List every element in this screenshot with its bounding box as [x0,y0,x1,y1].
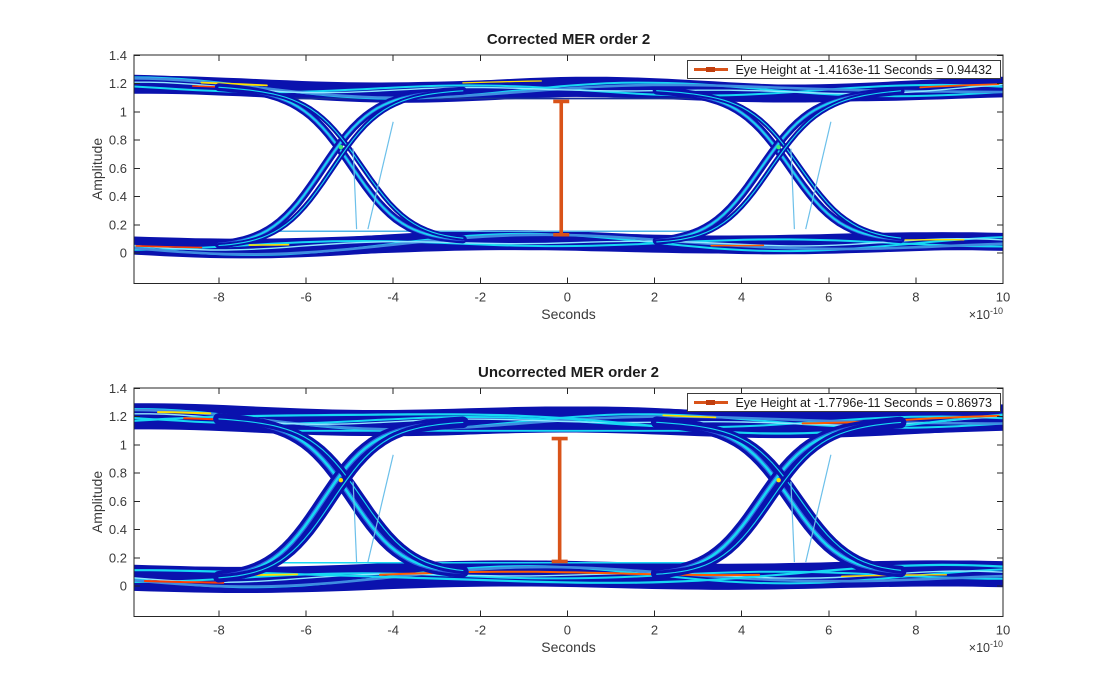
x-tick-label: -4 [387,623,399,638]
x-axis-exponent: ×10-10 [969,639,1003,655]
subplot-uncorrected: -8 -6 -4 -2 0 2 4 6 8 10 0 0.2 0.4 0.6 0.8 1 1.2 1.4 Unco… [0,333,1107,679]
x-tick-label: 8 [912,290,919,305]
x-tick-label: -8 [213,623,225,638]
eye-traces [134,403,1003,593]
y-tick-label: 0 [120,579,127,594]
x-tick-label: -8 [213,290,225,305]
y-axis-label: Amplitude [89,137,105,201]
tick-labels: -8 -6 -4 -2 0 2 4 6 8 10 0 0.2 0.4 0.6 0.8 1 1.2 1.4 [109,381,1010,638]
x-tick-label: -6 [300,290,312,305]
exponent-base: ×10 [968,308,990,323]
legend-label: Eye Height at -1.7796e-11 Seconds = 0.86… [735,395,992,410]
x-tick-label: -2 [475,623,487,638]
crossing-dot [338,478,344,483]
x-tick-label: -6 [300,623,312,638]
x-tick-label: 8 [912,623,919,638]
plot-title: Uncorrected MER order 2 [478,364,659,381]
x-axis-label: Seconds [541,639,596,655]
x-tick-label: -2 [475,290,487,305]
legend-label: Eye Height at -1.4163e-11 Seconds = 0.94… [735,62,992,77]
y-tick-label: 0.6 [109,494,127,509]
eye-height-marker [551,436,568,564]
y-tick-label: 0 [120,246,127,261]
x-axis-label: Seconds [541,306,596,322]
x-tick-label: 4 [738,623,745,638]
exponent-power: -10 [989,306,1003,316]
legend: Eye Height at -1.4163e-11 Seconds = 0.94… [687,60,1001,79]
corrected-eye-diagram-plot: -8 -6 -4 -2 0 2 4 6 8 10 0 0.2 0.4 0.6 0.8 1 1.2 1.4 [109,48,1010,305]
y-axis-label: Amplitude [89,470,105,534]
legend: Eye Height at -1.7796e-11 Seconds = 0.86… [687,393,1001,412]
eye-traces [134,74,1003,259]
x-tick-label: 4 [738,290,745,305]
y-tick-label: 0.2 [109,550,127,565]
y-tick-label: 0.8 [109,133,127,148]
x-tick-label: 0 [564,623,571,638]
uncorrected-eye-diagram-plot: -8 -6 -4 -2 0 2 4 6 8 10 0 0.2 0.4 0.6 0.8 1 1.2 1.4 [109,381,1010,638]
y-tick-label: 1 [120,104,127,119]
legend-line-marker [706,67,716,72]
x-tick-label: 2 [651,290,658,305]
exponent-base: ×10 [968,641,990,656]
axes-box [133,387,1004,617]
axes-box [133,54,1004,284]
x-tick-label: 10 [996,290,1010,305]
y-tick-label: 0.6 [109,161,127,176]
legend-line-marker [706,400,716,405]
y-tick-label: 0.2 [109,217,127,232]
subplot-corrected: -8 -6 -4 -2 0 2 4 6 8 10 0 0.2 0.4 0.6 0.8 1 1.2 1.4 Corr… [89,31,1010,322]
crossing-dot [776,478,781,483]
y-tick-label: 1.4 [109,381,127,396]
crossing-dot [338,145,344,150]
legend-line-sample [694,400,729,405]
x-tick-label: 6 [825,623,832,638]
y-tick-label: 1.2 [109,409,127,424]
y-tick-label: 1.4 [109,48,127,63]
y-tick-label: 0.4 [109,522,127,537]
x-tick-label: 0 [564,290,571,305]
y-tick-label: 0.8 [109,466,127,481]
y-tick-label: 1.2 [109,76,127,91]
x-tick-label: 6 [825,290,832,305]
tick-labels: -8 -6 -4 -2 0 2 4 6 8 10 0 0.2 0.4 0.6 0.8 1 1.2 1.4 [109,48,1010,305]
x-tick-label: 10 [996,623,1010,638]
x-tick-label: -4 [387,290,399,305]
x-axis-exponent: ×10-10 [969,306,1003,322]
y-tick-label: 0.4 [109,189,127,204]
legend-line-sample [694,67,729,72]
crossing-dot [776,145,781,150]
y-tick-label: 1 [120,437,127,452]
x-tick-label: 2 [651,623,658,638]
plot-title: Corrected MER order 2 [486,31,651,48]
exponent-power: -10 [989,639,1003,649]
eye-height-marker [553,99,570,237]
